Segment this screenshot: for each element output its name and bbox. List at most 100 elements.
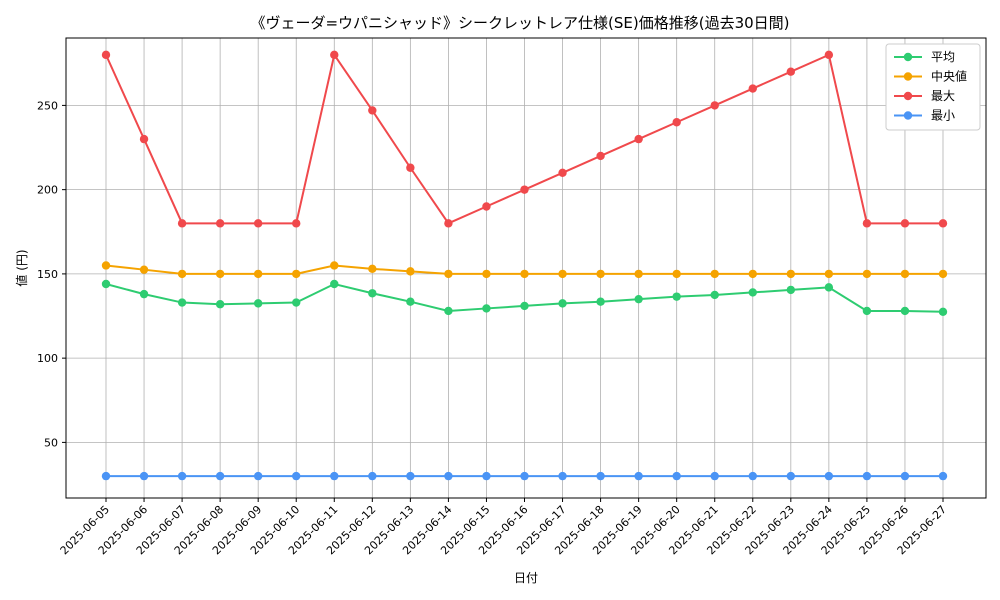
data-point [215, 269, 225, 279]
data-point [101, 471, 111, 481]
data-point [482, 304, 491, 313]
plot-frame [65, 37, 987, 499]
data-point [482, 202, 491, 211]
data-point [786, 269, 796, 279]
data-point [938, 471, 948, 481]
data-point [330, 261, 339, 270]
data-point [672, 269, 681, 279]
data-point [596, 297, 605, 306]
data-point [558, 168, 567, 177]
data-point [101, 279, 111, 289]
legend-label: 中央値 [931, 69, 967, 84]
grid [66, 38, 986, 498]
data-point [596, 471, 605, 481]
data-point [520, 185, 529, 194]
data-point [330, 471, 339, 481]
y-tick-label: 250 [37, 99, 58, 112]
data-point [139, 471, 149, 481]
data-point [330, 279, 339, 289]
data-point [368, 264, 377, 274]
data-point [177, 471, 187, 481]
data-point [177, 219, 187, 228]
legend-marker [903, 111, 913, 120]
data-point [862, 306, 872, 316]
data-point [862, 471, 872, 481]
data-point [330, 50, 339, 60]
data-point [406, 297, 415, 306]
series-2 [101, 50, 948, 228]
data-point [215, 219, 225, 228]
chart-title: 《ヴェーダ=ウパニシャッド》シークレットレア仕様(SE)価格推移(過去30日間) [250, 14, 789, 32]
data-point [938, 307, 948, 317]
legend-marker [903, 52, 913, 62]
data-point [406, 163, 415, 172]
data-point [672, 471, 681, 481]
data-point [634, 269, 643, 279]
data-point [748, 471, 757, 481]
y-axis-label: 値 (円) [14, 249, 29, 286]
data-point [139, 265, 149, 274]
data-point [253, 269, 263, 279]
data-point [253, 219, 263, 228]
legend-marker [903, 72, 913, 81]
series-0 [101, 279, 948, 317]
data-point [824, 269, 834, 279]
data-point [710, 101, 719, 110]
data-point [710, 269, 719, 279]
data-point [520, 301, 529, 311]
data-point [748, 269, 757, 279]
data-point [786, 285, 796, 295]
legend-label: 最大 [931, 89, 955, 103]
data-point [292, 219, 301, 228]
data-point [748, 288, 757, 297]
data-point [444, 269, 453, 279]
x-axis-label: 日付 [514, 571, 538, 585]
data-point [406, 267, 415, 276]
data-point [672, 118, 681, 127]
legend-box [885, 43, 981, 131]
data-point [938, 269, 948, 279]
data-point [482, 269, 491, 279]
data-point [215, 471, 225, 481]
data-point [253, 299, 263, 308]
data-point [292, 471, 301, 481]
x-axis: 2025-06-052025-06-062025-06-072025-06-08… [58, 498, 949, 557]
data-point [444, 471, 453, 481]
data-point [292, 298, 301, 307]
data-point [253, 471, 263, 481]
data-point [710, 471, 719, 481]
data-point [444, 219, 453, 228]
data-point [368, 471, 377, 481]
data-point [596, 151, 605, 161]
data-point [368, 289, 377, 298]
y-axis: 50 100 150 200 250 [37, 99, 66, 449]
data-point [596, 269, 605, 279]
data-point [215, 300, 225, 309]
data-point [101, 261, 111, 270]
data-point [520, 471, 529, 481]
legend-marker [903, 91, 913, 101]
data-point [444, 306, 453, 316]
data-point [710, 290, 719, 300]
data-point [900, 306, 910, 316]
data-point [938, 219, 948, 228]
data-point [520, 269, 529, 279]
data-point [786, 67, 796, 76]
data-point [292, 269, 301, 279]
legend-label: 最小 [931, 109, 955, 123]
data-point [900, 219, 910, 228]
data-point [672, 292, 681, 301]
y-tick-label: 50 [44, 436, 58, 449]
data-point [558, 299, 567, 308]
legend-label: 平均 [931, 50, 955, 64]
y-tick-label: 100 [37, 352, 58, 365]
data-point [824, 283, 834, 292]
data-point [139, 289, 149, 299]
series-3 [101, 471, 948, 481]
data-point [748, 84, 757, 93]
series-layer [101, 50, 948, 481]
data-point [824, 471, 834, 481]
data-point [634, 471, 643, 481]
